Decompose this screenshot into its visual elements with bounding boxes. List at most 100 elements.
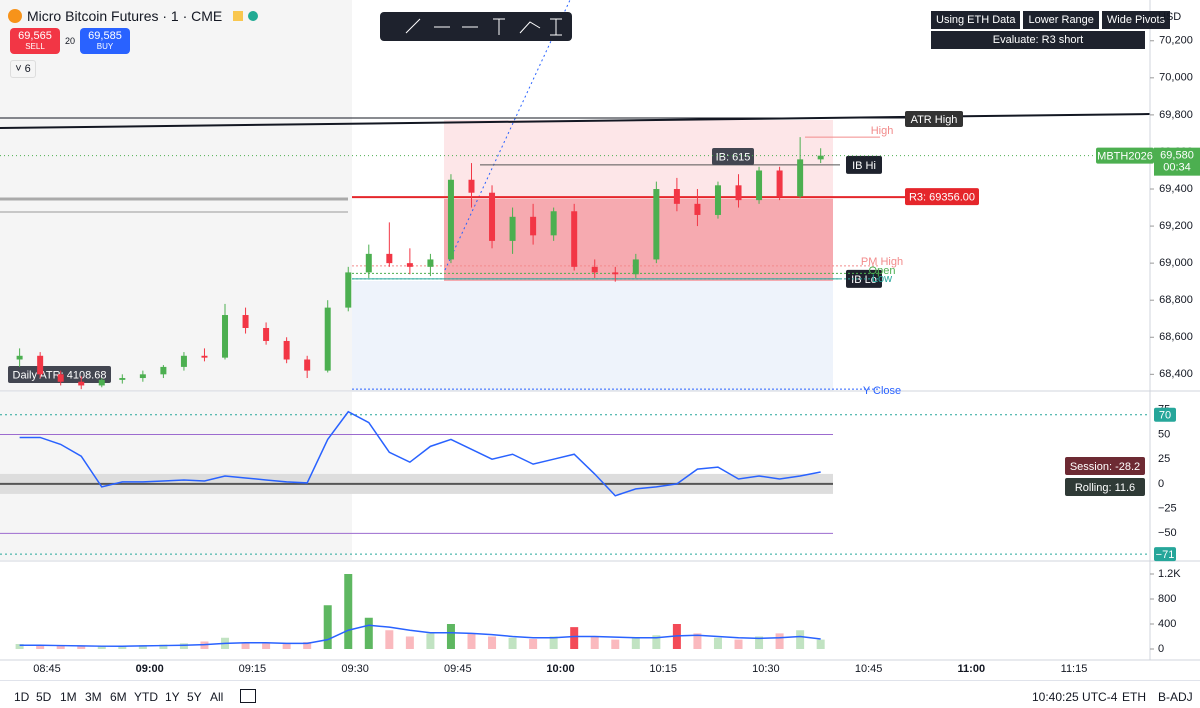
contract-bg bbox=[1096, 147, 1154, 164]
candle-body bbox=[242, 315, 249, 328]
symbol[interactable]: Micro Bitcoin Futures · 1 · CME bbox=[27, 8, 223, 24]
y-tick-label: 400 bbox=[1158, 618, 1176, 630]
volume-bar bbox=[364, 617, 373, 649]
level-label: Open bbox=[869, 265, 896, 277]
ib-high-label-bg bbox=[846, 155, 882, 174]
sell-button[interactable]: 69,565 SELL bbox=[10, 28, 60, 54]
ib-range-bg bbox=[712, 148, 754, 165]
indicator-button[interactable]: Lower Range bbox=[1023, 11, 1099, 29]
candle-body bbox=[180, 355, 187, 367]
candle-body bbox=[694, 203, 701, 215]
volume-bar bbox=[631, 637, 640, 649]
candle-body bbox=[756, 170, 763, 201]
y-tick-label: 68,800 bbox=[1159, 294, 1193, 306]
candle-body bbox=[817, 155, 824, 160]
volume-bar bbox=[652, 635, 661, 649]
indicator-button[interactable]: Using ETH Data bbox=[931, 11, 1021, 29]
toolbar-icons[interactable] bbox=[405, 18, 562, 36]
x-tick-label: 10:45 bbox=[855, 663, 883, 675]
range[interactable]: 1Y bbox=[165, 690, 180, 704]
level-label: PM High bbox=[861, 256, 903, 268]
volume-bar bbox=[179, 643, 188, 649]
candle-body bbox=[571, 211, 578, 267]
volume-bar bbox=[36, 645, 45, 649]
volume-bar bbox=[570, 627, 579, 649]
candle-body bbox=[283, 340, 290, 360]
volume-bar bbox=[816, 639, 825, 649]
volume-bar bbox=[590, 636, 599, 649]
x-tick-label: 10:30 bbox=[752, 663, 780, 675]
ib-high-label: IB Hi bbox=[852, 160, 876, 172]
y-tick-label: 68,400 bbox=[1159, 368, 1193, 380]
flag-icon[interactable] bbox=[233, 11, 244, 21]
y-tick-label: 50 bbox=[1158, 428, 1170, 440]
last-price-bg bbox=[1154, 147, 1200, 176]
date-range-icon[interactable] bbox=[240, 689, 256, 703]
sell-label: SELL bbox=[25, 42, 45, 51]
rsi-line bbox=[19, 410, 821, 497]
buy-button[interactable]: 69,585 BUY bbox=[80, 28, 130, 54]
y-tick-label: 69,200 bbox=[1159, 220, 1193, 232]
candle-body bbox=[797, 159, 804, 197]
indicator-count[interactable]: ˅ 6 bbox=[10, 60, 36, 78]
range-shade bbox=[352, 281, 833, 391]
candle-body bbox=[489, 192, 496, 241]
rolling-label: Rolling: 11.6 bbox=[1075, 482, 1135, 494]
y-tick-label: 69,800 bbox=[1159, 109, 1193, 121]
volume-average bbox=[19, 624, 821, 647]
candle-body bbox=[776, 170, 783, 197]
candle-body bbox=[222, 315, 229, 358]
adjustment[interactable]: B-ADJ bbox=[1158, 690, 1193, 704]
range[interactable]: 1D bbox=[14, 690, 30, 704]
indicator-button[interactable]: Wide Pivots bbox=[1101, 11, 1170, 29]
range[interactable]: 3M bbox=[85, 690, 102, 704]
candle-body bbox=[386, 253, 393, 264]
range[interactable]: 5Y bbox=[187, 690, 202, 704]
level-label: High bbox=[871, 125, 894, 137]
x-tick-label: 09:45 bbox=[444, 663, 472, 675]
session[interactable]: ETH bbox=[1122, 690, 1146, 704]
volume-bar bbox=[97, 646, 106, 649]
atr-high-label-bg bbox=[905, 111, 963, 127]
r3-label-bg bbox=[905, 188, 979, 206]
band-label-bg bbox=[1154, 407, 1176, 422]
volume-bar bbox=[529, 639, 538, 649]
volume-bar bbox=[15, 644, 24, 649]
range[interactable]: 6M bbox=[110, 690, 127, 704]
band-label-bg bbox=[1154, 547, 1176, 562]
y-tick-label: 69,400 bbox=[1159, 183, 1193, 195]
y-tick-label: −50 bbox=[1158, 527, 1177, 539]
band-label: 70 bbox=[1159, 410, 1171, 422]
range[interactable]: 5D bbox=[36, 690, 52, 704]
candle-body bbox=[735, 185, 742, 201]
status-dot bbox=[248, 11, 259, 21]
candle-body bbox=[324, 307, 331, 371]
range[interactable]: All bbox=[210, 690, 224, 704]
y-tick-label: 70,000 bbox=[1159, 72, 1193, 84]
sell-price: 69,565 bbox=[18, 30, 52, 42]
contract: MBTH2026 bbox=[1097, 151, 1153, 163]
candle-body bbox=[427, 259, 434, 267]
volume-bar bbox=[611, 639, 620, 649]
level-label: Low bbox=[872, 273, 892, 285]
candle-body bbox=[714, 185, 721, 215]
candle-body bbox=[550, 211, 557, 236]
x-tick-label: 09:00 bbox=[136, 663, 164, 675]
currency[interactable]: USD bbox=[1158, 11, 1182, 23]
range[interactable]: 1M bbox=[60, 690, 77, 704]
bottom-bar: 1D 5D 1M 3M 6M YTD 1Y 5Y All 10:40:25 UT… bbox=[0, 680, 1200, 708]
volume-bar bbox=[323, 605, 332, 649]
volume-bar bbox=[77, 646, 86, 649]
drawing-toolbar bbox=[380, 12, 572, 41]
y-tick-label: 25 bbox=[1158, 453, 1170, 465]
level-label: Y Close bbox=[863, 385, 901, 397]
candle-body bbox=[406, 263, 413, 267]
volume-bar bbox=[118, 645, 127, 649]
volume-bar bbox=[282, 644, 291, 649]
premarket-shade bbox=[0, 0, 352, 391]
ib-low-label: IB Lo bbox=[851, 274, 877, 286]
volume-bar bbox=[405, 636, 414, 649]
symbol-icon bbox=[8, 9, 22, 23]
range[interactable]: YTD bbox=[134, 690, 158, 704]
